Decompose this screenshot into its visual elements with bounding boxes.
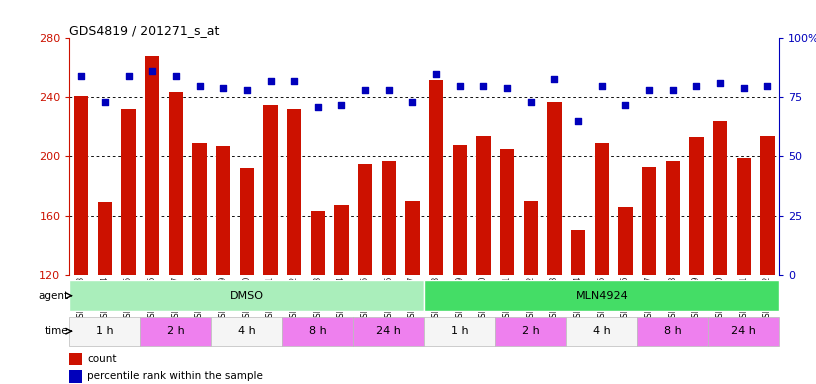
Bar [358,164,372,275]
Point [382,87,395,93]
Point [358,87,371,93]
Point [500,85,513,91]
Point [595,83,608,89]
Point [453,83,466,89]
Bar [353,316,424,346]
Point [477,83,490,89]
Bar [98,202,112,275]
Bar [69,280,424,311]
Point [145,68,158,74]
Text: count: count [87,354,117,364]
Text: agent: agent [38,291,69,301]
Point [406,99,419,105]
Bar [429,80,443,275]
Bar [524,201,538,275]
Bar [619,207,632,275]
Text: percentile rank within the sample: percentile rank within the sample [87,371,263,381]
Text: 24 h: 24 h [376,326,401,336]
Point [642,87,655,93]
Point [619,101,632,108]
Bar [453,145,467,275]
Point [264,78,277,84]
Text: time: time [45,326,69,336]
Point [690,83,703,89]
Bar [737,158,751,275]
Bar [642,167,656,275]
Point [122,73,135,79]
Text: DMSO: DMSO [230,291,264,301]
Bar [69,370,82,382]
Bar [666,161,680,275]
Bar [193,143,206,275]
Bar [74,96,88,275]
Bar [690,137,703,275]
Bar [595,143,609,275]
Bar [335,205,348,275]
Bar [761,136,774,275]
Point [311,104,324,110]
Bar [548,102,561,275]
Point [524,99,537,105]
Bar [211,316,282,346]
Bar [282,316,353,346]
Text: 2 h: 2 h [167,326,184,336]
Bar [500,149,514,275]
Bar [571,230,585,275]
Point [761,83,774,89]
Bar [406,201,419,275]
Bar [264,105,277,275]
Point [571,118,584,124]
Text: 2 h: 2 h [522,326,539,336]
Point [75,73,87,79]
Point [548,76,561,82]
Text: 4 h: 4 h [593,326,610,336]
Point [335,101,348,108]
Bar [287,109,301,275]
Text: 24 h: 24 h [731,326,756,336]
Bar [424,316,495,346]
Point [287,78,300,84]
Bar [311,211,325,275]
Bar [69,316,140,346]
Text: 8 h: 8 h [309,326,326,336]
Bar [240,168,254,275]
Point [193,83,206,89]
Bar [424,280,779,311]
Bar [169,91,183,275]
Bar [69,353,82,365]
Bar [495,316,566,346]
Bar [566,316,637,346]
Point [713,80,726,86]
Point [737,85,750,91]
Point [429,71,442,77]
Point [98,99,111,105]
Bar [637,316,708,346]
Bar [140,316,211,346]
Bar [708,316,779,346]
Point [216,85,230,91]
Text: 4 h: 4 h [238,326,255,336]
Bar [477,136,490,275]
Text: GDS4819 / 201271_s_at: GDS4819 / 201271_s_at [69,24,220,37]
Point [240,87,253,93]
Text: 1 h: 1 h [451,326,468,336]
Bar [382,161,396,275]
Bar [145,56,159,275]
Point [666,87,679,93]
Text: 8 h: 8 h [664,326,681,336]
Text: 1 h: 1 h [96,326,113,336]
Text: MLN4924: MLN4924 [575,291,628,301]
Bar [122,109,135,275]
Point [169,73,182,79]
Bar [713,121,727,275]
Bar [216,146,230,275]
